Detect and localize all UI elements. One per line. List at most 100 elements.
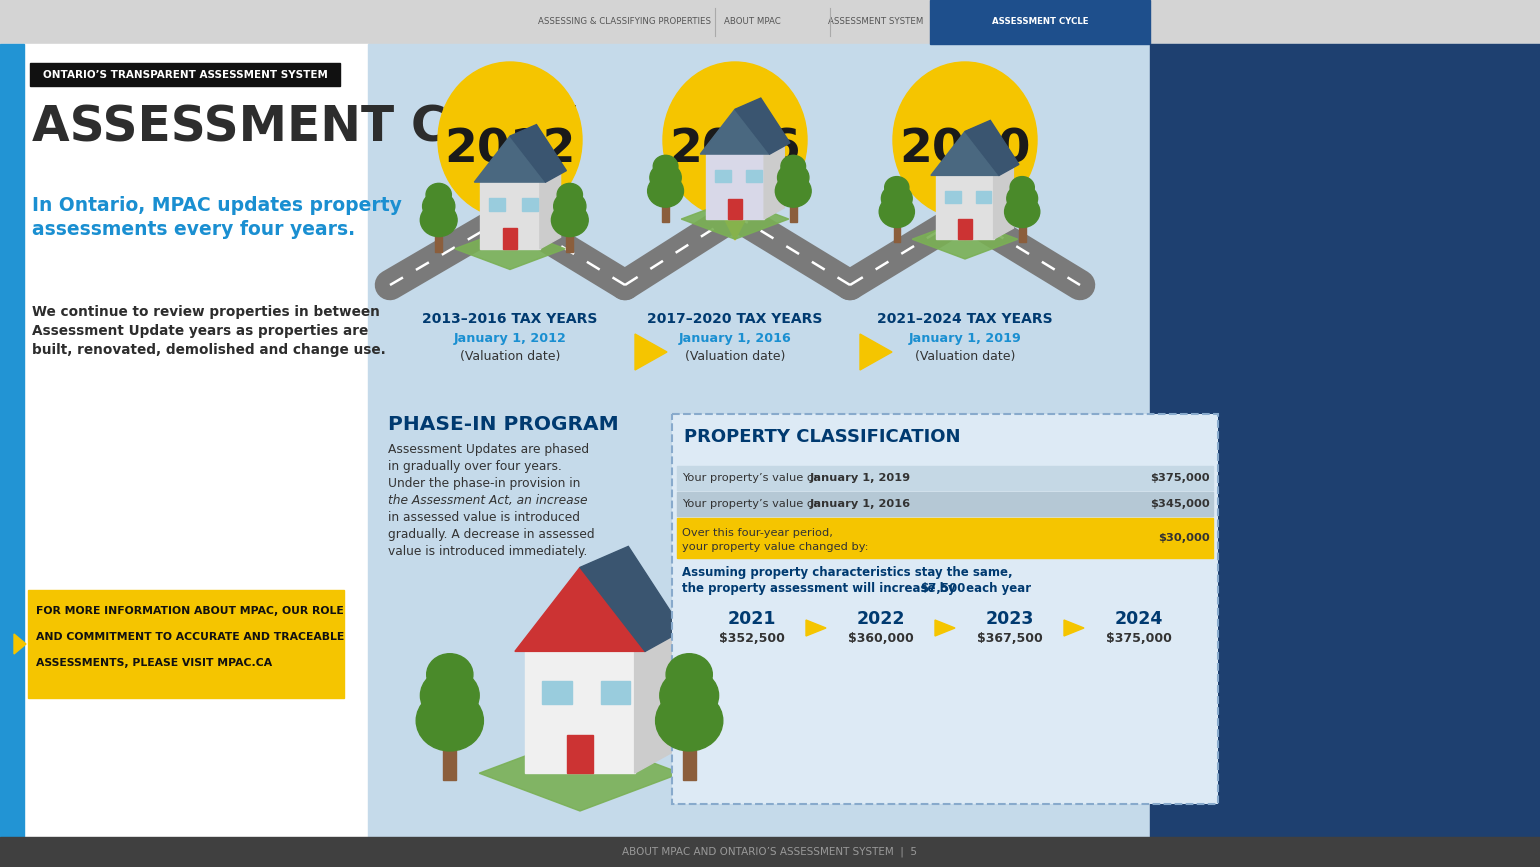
Bar [893, 218, 899, 243]
Text: 2021–2024 TAX YEARS: 2021–2024 TAX YEARS [878, 312, 1053, 326]
Bar [1019, 218, 1026, 243]
Bar [682, 733, 696, 779]
Ellipse shape [427, 654, 473, 695]
Polygon shape [859, 334, 892, 370]
Bar [601, 681, 630, 704]
Text: value is introduced immediately.: value is introduced immediately. [388, 545, 587, 558]
Text: (Valuation date): (Valuation date) [915, 350, 1015, 363]
Ellipse shape [557, 183, 582, 206]
Ellipse shape [1004, 196, 1040, 227]
Polygon shape [701, 109, 770, 154]
Text: your property value changed by:: your property value changed by: [682, 542, 869, 552]
Text: In Ontario, MPAC updates property
assessments every four years.: In Ontario, MPAC updates property assess… [32, 196, 402, 239]
Text: ASSESSMENT SYSTEM: ASSESSMENT SYSTEM [829, 17, 924, 27]
Polygon shape [494, 208, 527, 240]
Bar [790, 198, 796, 223]
Bar [946, 191, 961, 203]
Polygon shape [936, 175, 993, 239]
Text: 2023: 2023 [986, 610, 1033, 628]
Text: $30,000: $30,000 [1158, 533, 1210, 543]
Text: We continue to review properties in between
Assessment Update years as propertie: We continue to review properties in betw… [32, 305, 385, 357]
Ellipse shape [667, 654, 713, 695]
Text: PHASE-IN PROGRAM: PHASE-IN PROGRAM [388, 415, 619, 434]
Bar [958, 219, 972, 239]
Polygon shape [525, 651, 634, 773]
Text: Over this four-year period,: Over this four-year period, [682, 528, 833, 538]
Ellipse shape [884, 177, 909, 199]
Text: $7,500: $7,500 [919, 582, 966, 595]
Text: $345,000: $345,000 [1150, 499, 1210, 509]
Bar [444, 733, 456, 779]
Text: 2021: 2021 [727, 610, 776, 628]
Text: $375,000: $375,000 [1106, 632, 1172, 645]
Ellipse shape [775, 175, 812, 207]
Polygon shape [966, 121, 1019, 175]
Bar [747, 170, 762, 182]
Ellipse shape [659, 669, 719, 722]
Polygon shape [474, 136, 545, 182]
Ellipse shape [420, 669, 479, 722]
Ellipse shape [427, 183, 451, 206]
Text: in gradually over four years.: in gradually over four years. [388, 460, 562, 473]
Bar [976, 191, 992, 203]
Polygon shape [14, 634, 26, 654]
Polygon shape [634, 334, 667, 370]
Polygon shape [930, 132, 999, 175]
Text: AND COMMITMENT TO ACCURATE AND TRACEABLE: AND COMMITMENT TO ACCURATE AND TRACEABLE [35, 632, 345, 642]
Polygon shape [581, 546, 682, 651]
Polygon shape [454, 228, 565, 270]
Text: Assuming property characteristics stay the same,: Assuming property characteristics stay t… [682, 566, 1013, 579]
Text: 2022: 2022 [856, 610, 906, 628]
Ellipse shape [1010, 177, 1035, 199]
Bar [678, 466, 1214, 490]
Polygon shape [480, 182, 541, 249]
Polygon shape [541, 171, 561, 249]
Text: 2017–2020 TAX YEARS: 2017–2020 TAX YEARS [647, 312, 822, 326]
Ellipse shape [893, 62, 1036, 218]
Bar [368, 44, 1540, 837]
Text: the Assessment Act, an increase: the Assessment Act, an increase [388, 494, 587, 507]
Bar [0, 44, 25, 837]
Bar [946, 191, 961, 203]
Bar [930, 0, 1150, 44]
Text: 2016: 2016 [670, 127, 801, 173]
Ellipse shape [551, 204, 588, 237]
Text: PROPERTY CLASSIFICATION: PROPERTY CLASSIFICATION [684, 428, 961, 446]
Polygon shape [510, 125, 567, 182]
Text: ASSESSMENT CYCLE: ASSESSMENT CYCLE [992, 17, 1089, 27]
Bar [728, 199, 742, 219]
Text: Your property’s value on: Your property’s value on [682, 499, 825, 509]
Text: in assessed value is introduced: in assessed value is introduced [388, 511, 581, 524]
Polygon shape [479, 735, 681, 811]
Bar [522, 199, 537, 211]
FancyBboxPatch shape [671, 414, 1218, 804]
Text: ASSESSMENTS, PLEASE VISIT MPAC.CA: ASSESSMENTS, PLEASE VISIT MPAC.CA [35, 658, 273, 668]
Text: Your property’s value on: Your property’s value on [682, 473, 825, 483]
Bar [567, 735, 593, 773]
Ellipse shape [648, 175, 684, 207]
Ellipse shape [416, 690, 484, 751]
Ellipse shape [650, 164, 681, 192]
Polygon shape [719, 208, 752, 240]
Polygon shape [1064, 620, 1084, 636]
Text: 2012: 2012 [444, 127, 576, 173]
Ellipse shape [781, 155, 805, 178]
Ellipse shape [881, 185, 912, 212]
Bar [678, 518, 1214, 558]
Text: the property assessment will increase by: the property assessment will increase by [682, 582, 959, 595]
Bar [0, 837, 1540, 867]
Text: $367,500: $367,500 [976, 632, 1043, 645]
Text: ABOUT MPAC: ABOUT MPAC [724, 17, 781, 27]
Ellipse shape [437, 62, 582, 218]
Text: January 1, 2012: January 1, 2012 [454, 332, 567, 345]
Polygon shape [805, 620, 825, 636]
Ellipse shape [653, 155, 678, 178]
Polygon shape [993, 165, 1013, 239]
Bar [542, 681, 571, 704]
Text: (Valuation date): (Valuation date) [460, 350, 561, 363]
Text: FOR MORE INFORMATION ABOUT MPAC, OUR ROLE: FOR MORE INFORMATION ABOUT MPAC, OUR ROL… [35, 606, 343, 616]
Text: ASSESSMENT CYCLE: ASSESSMENT CYCLE [32, 103, 581, 151]
Text: (Valuation date): (Valuation date) [685, 350, 785, 363]
Bar [976, 191, 992, 203]
Polygon shape [705, 154, 764, 219]
